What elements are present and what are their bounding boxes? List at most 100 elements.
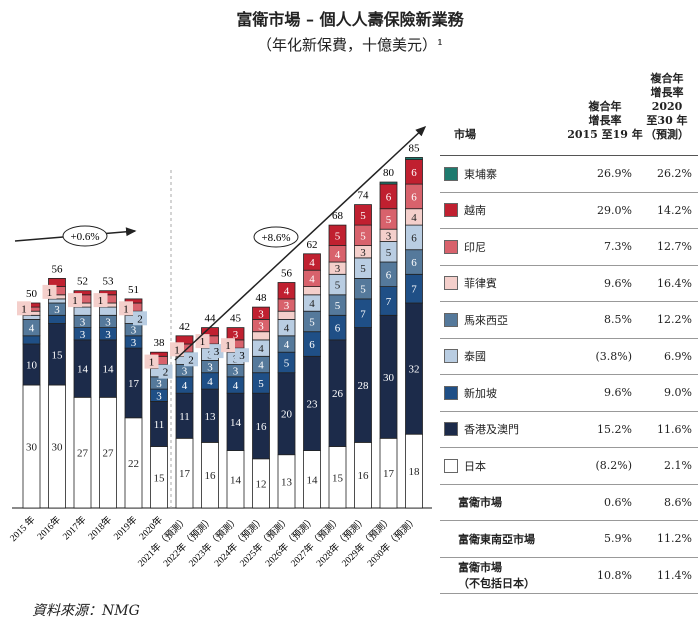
header-line: 增長率	[588, 114, 622, 127]
bar-segment-4	[73, 306, 92, 316]
segment-label: 7	[386, 296, 392, 308]
bar-segment-7	[328, 224, 347, 247]
segment-label: 5	[386, 214, 392, 226]
header-line: 複合年	[588, 100, 622, 113]
callout-label: 1	[225, 340, 231, 352]
segment-label: 20	[281, 409, 293, 421]
cagr-value: 12.2%	[657, 313, 692, 327]
annotation-bubble	[253, 226, 299, 248]
total-label: 53	[103, 276, 115, 288]
segment-label: 6	[411, 232, 417, 244]
legend-swatch	[444, 276, 458, 291]
bar-segment-7	[303, 253, 321, 271]
segment-label: 6	[411, 257, 417, 269]
segment-label: 22	[128, 458, 139, 470]
table-row: 新加坡 9.6% 9.0%	[440, 375, 698, 412]
segment-label: 3	[284, 300, 290, 312]
segment-label: 14	[103, 364, 115, 376]
market-name: 富衛市場 （不包括日本）	[458, 561, 535, 591]
callout-thailand	[209, 344, 224, 359]
segment-label: 3	[156, 390, 162, 402]
segment-label: 5	[360, 230, 366, 242]
cagr-value: 7.3%	[604, 240, 632, 254]
annotation-label: +8.6%	[261, 232, 290, 244]
total-label: 48	[256, 292, 268, 304]
bar-segment-8	[405, 157, 423, 160]
total-label: 44	[205, 313, 217, 325]
segment-label: 3	[131, 325, 137, 337]
segment-label: 3	[80, 329, 86, 341]
legend-swatch	[444, 166, 458, 181]
segment-label: 5	[360, 284, 366, 296]
x-tick-label: 2015 年	[7, 513, 38, 544]
legend-swatch	[444, 239, 458, 254]
total-label: 50	[26, 288, 38, 300]
bar-segment-2	[22, 335, 41, 345]
bar-segment-7	[252, 306, 270, 320]
header-line: 2015 至19 年	[567, 128, 643, 141]
callout-philippines	[170, 342, 184, 357]
header-line: 增長率	[650, 86, 684, 99]
segment-label: 4	[182, 380, 188, 392]
total-label: 68	[332, 210, 344, 222]
segment-label: 3	[258, 321, 264, 333]
bar-segment-7	[48, 277, 66, 287]
cagr-value: 2.1%	[664, 459, 692, 473]
callout-thailand	[184, 352, 198, 367]
callout-label: 1	[47, 287, 53, 299]
trend-arrow-2020-2030	[174, 125, 427, 361]
table-row: 香港及澳門 15.2% 11.6%	[440, 412, 698, 448]
segment-label: 23	[307, 398, 319, 410]
segment-label: 14	[307, 474, 319, 486]
market-name: 泰國	[464, 350, 486, 364]
cagr-value: 16.4%	[657, 276, 692, 290]
legend-swatch	[444, 349, 458, 364]
callout-philippines	[221, 338, 235, 353]
segment-label: 3	[258, 308, 264, 320]
segment-label: 3	[131, 337, 137, 349]
segment-label: 3	[105, 316, 111, 328]
segment-label: 6	[386, 191, 392, 203]
bar-segment-5	[252, 331, 270, 341]
cagr-value: (8.2%)	[595, 459, 632, 473]
chart-subtitle: （年化新保費，十億美元）¹	[256, 36, 443, 54]
bar-segment-2	[48, 314, 66, 324]
bar-segment-5	[277, 310, 296, 320]
segment-label: 3	[156, 378, 162, 390]
cagr-value: 14.2%	[657, 203, 692, 217]
segment-label: 15	[154, 472, 166, 484]
total-label: 56	[281, 268, 293, 280]
cagr-value: (3.8%)	[595, 349, 632, 363]
segment-label: 16	[358, 470, 370, 482]
bar-segment-7	[124, 298, 143, 304]
chart-title: 富衛市場 – 個人人壽保險新業務	[236, 10, 464, 29]
market-name: 印尼	[464, 240, 486, 254]
total-label: 74	[358, 190, 370, 202]
segment-label: 4	[309, 273, 315, 285]
segment-label: 3	[233, 329, 239, 341]
cagr-value: 26.2%	[657, 167, 692, 181]
segment-label: 14	[77, 364, 89, 376]
x-tick-label: 2018年	[85, 513, 114, 542]
cagr-value: 15.2%	[597, 422, 632, 436]
table-row: 東埔寨 26.9% 26.2%	[440, 156, 698, 193]
callout-label: 1	[174, 344, 180, 356]
market-name: 馬來西亞	[464, 313, 508, 327]
cagr-value: 11.2%	[657, 532, 692, 546]
callout-thailand	[235, 348, 249, 363]
table-row: 馬來西亞 8.5% 12.2%	[440, 302, 698, 339]
segment-label: 15	[332, 472, 344, 484]
legend-swatch	[444, 312, 458, 327]
table-row: 日本 (8.2%) 2.1%	[440, 448, 698, 485]
total-label: 51	[128, 284, 139, 296]
segment-label: 3	[80, 316, 86, 328]
table-row: 印尼 7.3% 12.7%	[440, 229, 698, 266]
market-name: 東埔寨	[464, 167, 497, 181]
header-line: 至30 年	[646, 114, 688, 127]
market-name: 香港及澳門	[464, 423, 519, 437]
cagr-value: 8.5%	[604, 313, 632, 327]
bar-segment-4	[99, 306, 117, 316]
segment-label: 7	[360, 308, 366, 320]
callout-thailand	[158, 364, 173, 379]
segment-label: 5	[335, 300, 341, 312]
